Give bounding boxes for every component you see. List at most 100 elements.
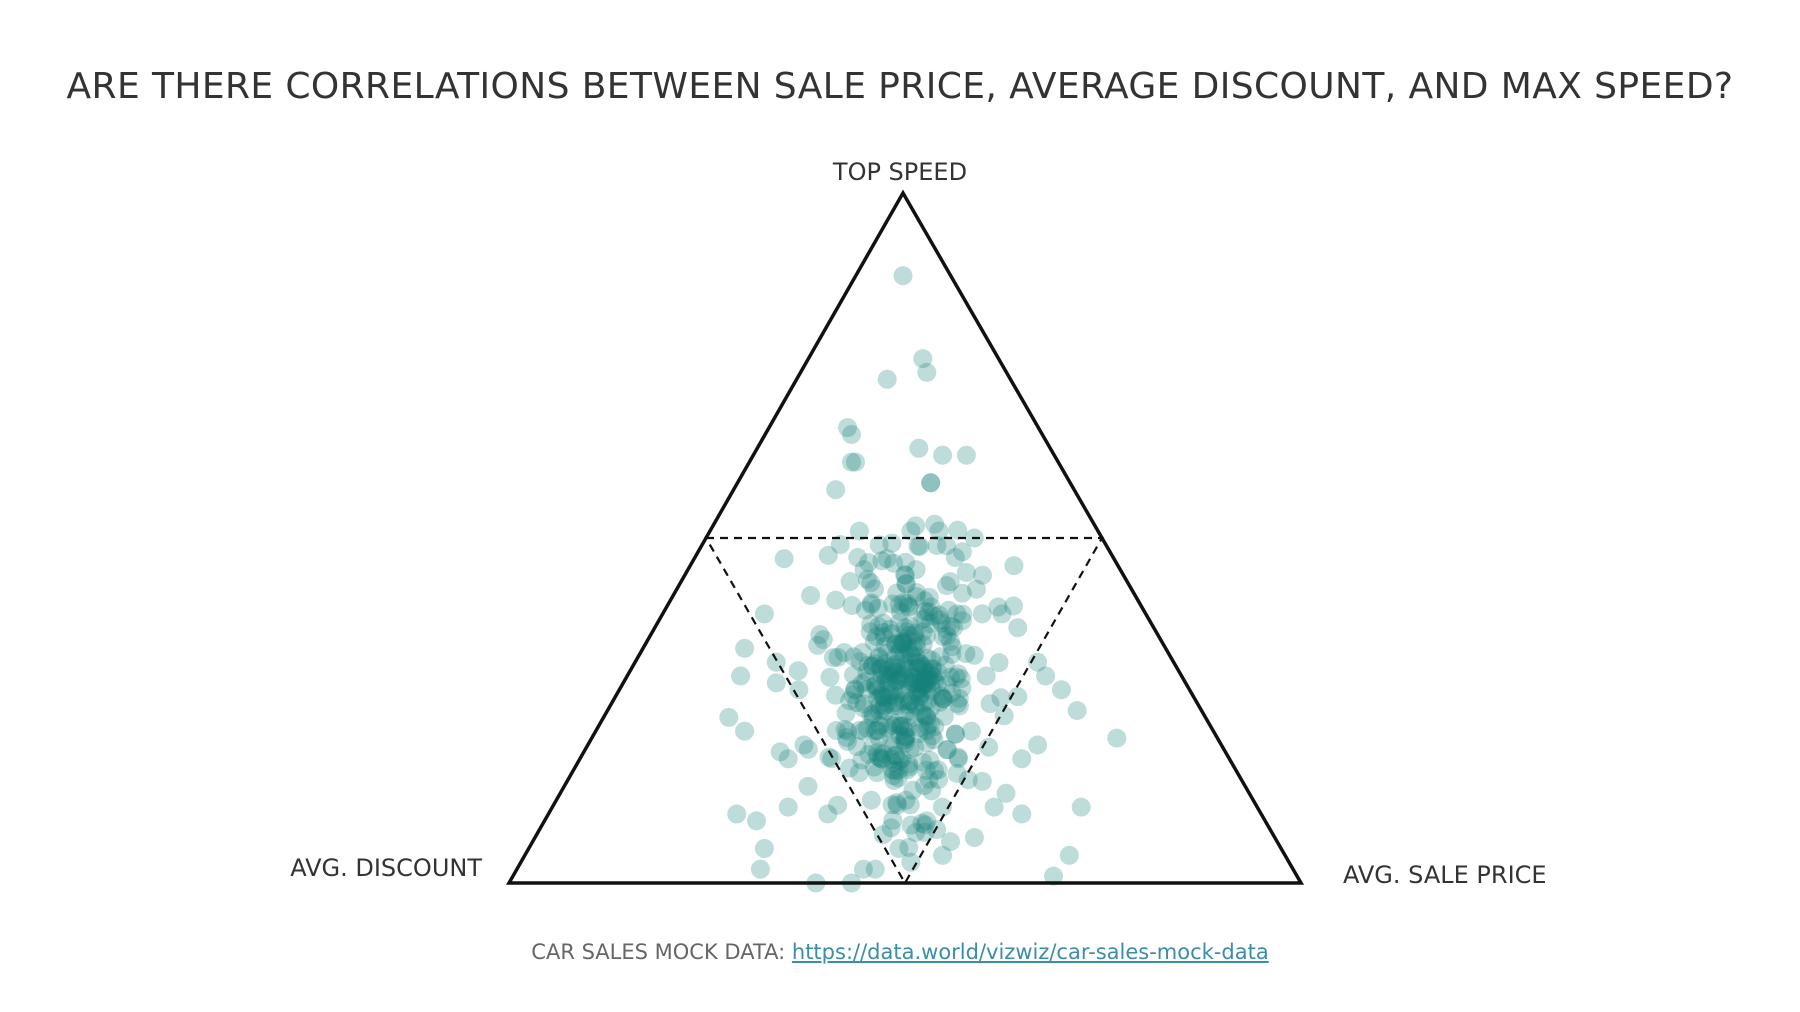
data-point <box>934 706 954 726</box>
data-point <box>863 656 883 676</box>
data-point <box>820 667 840 687</box>
data-point <box>905 673 924 693</box>
data-point <box>863 656 883 676</box>
data-point <box>826 590 846 610</box>
data-point <box>924 606 944 626</box>
data-point <box>937 536 956 556</box>
data-point <box>871 658 891 678</box>
data-point <box>922 680 942 700</box>
data-point <box>915 591 935 611</box>
data-point <box>945 724 965 744</box>
data-point <box>861 614 881 634</box>
data-point <box>942 683 962 703</box>
data-point <box>942 644 962 664</box>
data-point <box>750 859 770 879</box>
data-point <box>834 643 854 663</box>
data-point <box>887 795 907 815</box>
data-point <box>887 583 907 603</box>
data-point <box>946 667 966 687</box>
data-point <box>869 647 889 667</box>
data-point <box>869 617 889 636</box>
data-point <box>883 594 903 614</box>
data-point <box>890 635 910 655</box>
data-point <box>891 683 911 703</box>
data-point <box>905 623 925 643</box>
data-point <box>860 622 880 642</box>
data-point <box>906 652 926 672</box>
data-point <box>927 674 947 694</box>
data-point <box>908 679 928 699</box>
data-point <box>849 763 869 783</box>
data-point <box>956 445 976 465</box>
data-point <box>881 715 901 735</box>
data-point <box>869 728 889 748</box>
data-point <box>899 757 919 777</box>
data-point <box>856 680 876 699</box>
data-point <box>889 751 909 771</box>
data-point <box>890 716 910 736</box>
data-point <box>901 521 921 541</box>
data-point <box>972 771 992 791</box>
data-point <box>836 703 856 723</box>
data-point <box>900 739 920 759</box>
data-point <box>896 552 916 572</box>
data-point <box>882 667 902 687</box>
data-point <box>919 587 939 607</box>
data-point <box>873 613 893 633</box>
points-layer <box>719 266 1127 893</box>
data-point <box>899 597 919 617</box>
data-point <box>908 659 928 679</box>
data-point <box>947 604 967 624</box>
data-point <box>875 654 895 673</box>
data-point <box>859 553 879 573</box>
data-point <box>857 662 877 682</box>
data-point <box>980 694 1000 714</box>
data-point <box>872 665 892 685</box>
data-point <box>877 549 897 569</box>
data-point <box>888 768 908 788</box>
data-point <box>853 643 873 663</box>
data-point <box>840 691 860 711</box>
data-point <box>865 859 885 879</box>
data-point <box>778 749 798 769</box>
data-point <box>882 749 901 769</box>
data-point <box>928 760 948 780</box>
data-point <box>838 721 858 741</box>
data-point <box>917 362 937 382</box>
data-point <box>948 664 968 684</box>
data-point <box>900 701 920 721</box>
data-point <box>891 670 911 689</box>
data-point <box>912 683 932 703</box>
data-point <box>924 730 944 750</box>
data-point <box>866 675 886 695</box>
data-point <box>856 672 875 692</box>
data-point <box>869 695 889 715</box>
data-point <box>893 631 912 651</box>
data-point <box>837 728 856 747</box>
data-point <box>908 674 928 694</box>
data-point <box>932 797 952 817</box>
source-link[interactable]: https://data.world/vizwiz/car-sales-mock… <box>791 940 1269 964</box>
data-point <box>911 667 931 687</box>
data-point <box>735 638 755 658</box>
data-point <box>1044 866 1063 886</box>
data-point <box>933 445 953 465</box>
data-point <box>904 707 924 727</box>
data-point <box>989 653 1009 673</box>
data-point <box>973 565 992 585</box>
data-point <box>878 661 898 681</box>
data-point <box>878 718 898 738</box>
data-point <box>875 665 895 685</box>
data-point <box>964 645 984 665</box>
data-point <box>1012 749 1032 769</box>
data-point <box>919 669 939 689</box>
data-point <box>913 659 933 679</box>
data-point <box>867 743 887 763</box>
data-point <box>912 675 932 695</box>
data-point <box>895 727 915 746</box>
data-point <box>906 516 926 536</box>
data-point <box>882 533 902 553</box>
data-point <box>900 795 920 815</box>
data-point <box>889 595 909 615</box>
data-point <box>879 684 899 704</box>
